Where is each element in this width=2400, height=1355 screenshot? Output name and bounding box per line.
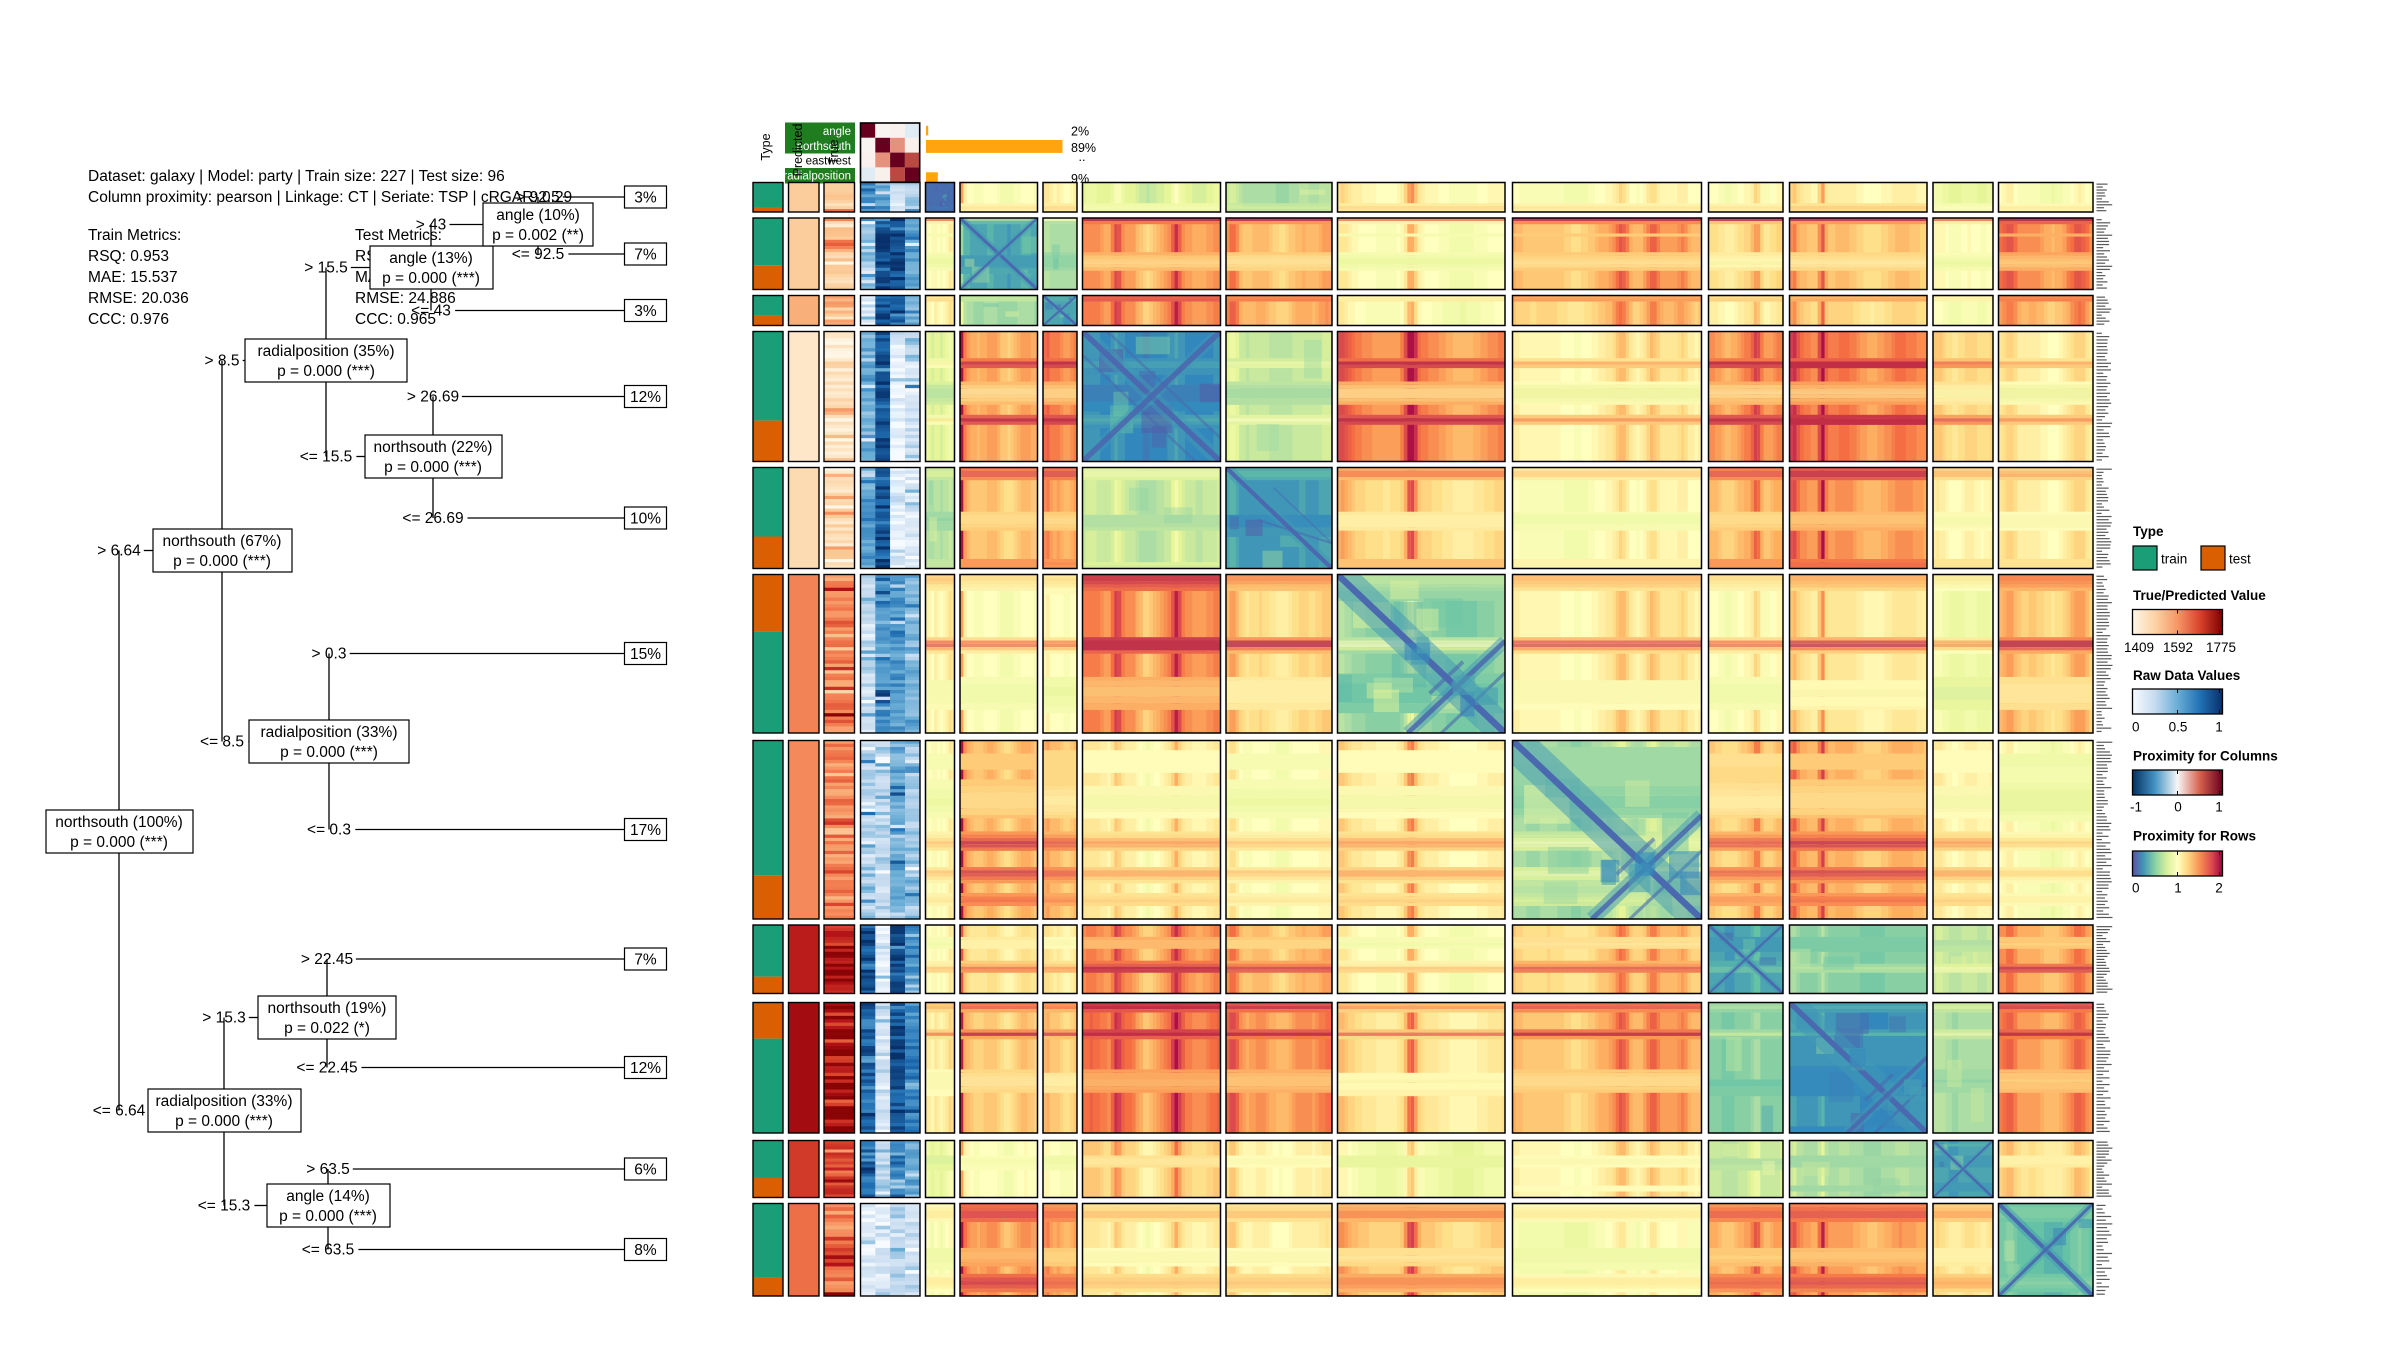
svg-text:angle (14%): angle (14%) xyxy=(286,1188,370,1205)
svg-text:p = 0.022 (*): p = 0.022 (*) xyxy=(284,1020,370,1037)
svg-text:<= 22.45: <= 22.45 xyxy=(296,1060,357,1077)
svg-text:p = 0.000 (***): p = 0.000 (***) xyxy=(280,744,378,761)
svg-text:> 26.69: > 26.69 xyxy=(407,389,459,406)
svg-text:> 63.5: > 63.5 xyxy=(306,1161,350,1178)
svg-text:MAE: 15.537: MAE: 15.537 xyxy=(88,269,178,286)
svg-text:CCC: 0.976: CCC: 0.976 xyxy=(88,311,169,328)
svg-text:<= 63.5: <= 63.5 xyxy=(302,1242,355,1259)
svg-text:> 92.5: > 92.5 xyxy=(516,189,560,206)
svg-text:> 22.45: > 22.45 xyxy=(301,951,353,968)
svg-text:15%: 15% xyxy=(630,646,661,663)
svg-text:angle (13%): angle (13%) xyxy=(389,250,473,267)
svg-text:> 8.5: > 8.5 xyxy=(205,353,240,370)
svg-text:..: .. xyxy=(1079,150,1086,164)
svg-text:> 15.3: > 15.3 xyxy=(202,1010,246,1027)
svg-text:3%: 3% xyxy=(634,190,657,207)
svg-text:<= 43: <= 43 xyxy=(411,303,451,320)
svg-text:> 6.64: > 6.64 xyxy=(97,543,141,560)
svg-text:radialposition (33%): radialposition (33%) xyxy=(156,1093,293,1110)
svg-text:p = 0.000 (***): p = 0.000 (***) xyxy=(277,363,375,380)
svg-text:> 15.5: > 15.5 xyxy=(304,260,348,277)
svg-text:Type: Type xyxy=(759,133,773,160)
svg-text:<= 0.3: <= 0.3 xyxy=(307,822,351,839)
svg-text:northsouth (22%): northsouth (22%) xyxy=(374,439,493,456)
svg-text:northsouth (19%): northsouth (19%) xyxy=(268,1000,387,1017)
svg-text:2%: 2% xyxy=(1071,125,1089,139)
svg-text:Train Metrics:: Train Metrics: xyxy=(88,227,181,244)
svg-text:<= 15.3: <= 15.3 xyxy=(198,1198,251,1215)
svg-text:> 43: > 43 xyxy=(416,217,447,234)
svg-text:eastwest: eastwest xyxy=(806,156,852,168)
svg-text:<= 15.5: <= 15.5 xyxy=(300,449,353,466)
svg-text:Predicted: Predicted xyxy=(791,124,805,177)
svg-text:p = 0.002 (**): p = 0.002 (**) xyxy=(492,227,584,244)
svg-text:Dataset: galaxy | Model: party: Dataset: galaxy | Model: party | Train s… xyxy=(88,168,505,185)
svg-text:<= 92.5: <= 92.5 xyxy=(512,246,565,263)
svg-text:angle (10%): angle (10%) xyxy=(496,207,580,224)
svg-text:17%: 17% xyxy=(630,822,661,839)
svg-text:radialposition (33%): radialposition (33%) xyxy=(261,724,398,741)
svg-text:northsouth (67%): northsouth (67%) xyxy=(163,533,282,550)
svg-text:p = 0.000 (***): p = 0.000 (***) xyxy=(382,270,480,287)
svg-text:northsouth (100%): northsouth (100%) xyxy=(55,814,183,831)
svg-text:RSQ: 0.953: RSQ: 0.953 xyxy=(88,248,169,265)
svg-text:p = 0.000 (***): p = 0.000 (***) xyxy=(70,834,168,851)
svg-text:12%: 12% xyxy=(630,1060,661,1077)
svg-text:6%: 6% xyxy=(634,1162,657,1179)
svg-text:p = 0.000 (***): p = 0.000 (***) xyxy=(173,553,271,570)
svg-text:angle: angle xyxy=(823,126,851,138)
svg-text:12%: 12% xyxy=(630,389,661,406)
svg-text:3%: 3% xyxy=(634,303,657,320)
svg-text:<= 6.64: <= 6.64 xyxy=(93,1103,146,1120)
svg-text:radialposition (35%): radialposition (35%) xyxy=(258,343,395,360)
svg-text:7%: 7% xyxy=(634,952,657,969)
svg-text:p = 0.000 (***): p = 0.000 (***) xyxy=(384,459,482,476)
svg-text:10%: 10% xyxy=(630,511,661,528)
svg-text:8%: 8% xyxy=(634,1242,657,1259)
svg-text:<= 26.69: <= 26.69 xyxy=(402,510,463,527)
svg-text:> 0.3: > 0.3 xyxy=(312,646,347,663)
svg-text:<= 8.5: <= 8.5 xyxy=(200,734,244,751)
svg-text:RMSE: 20.036: RMSE: 20.036 xyxy=(88,290,189,307)
svg-text:7%: 7% xyxy=(634,247,657,264)
svg-text:p = 0.000 (***): p = 0.000 (***) xyxy=(279,1208,377,1225)
svg-text:p = 0.000 (***): p = 0.000 (***) xyxy=(175,1113,273,1130)
